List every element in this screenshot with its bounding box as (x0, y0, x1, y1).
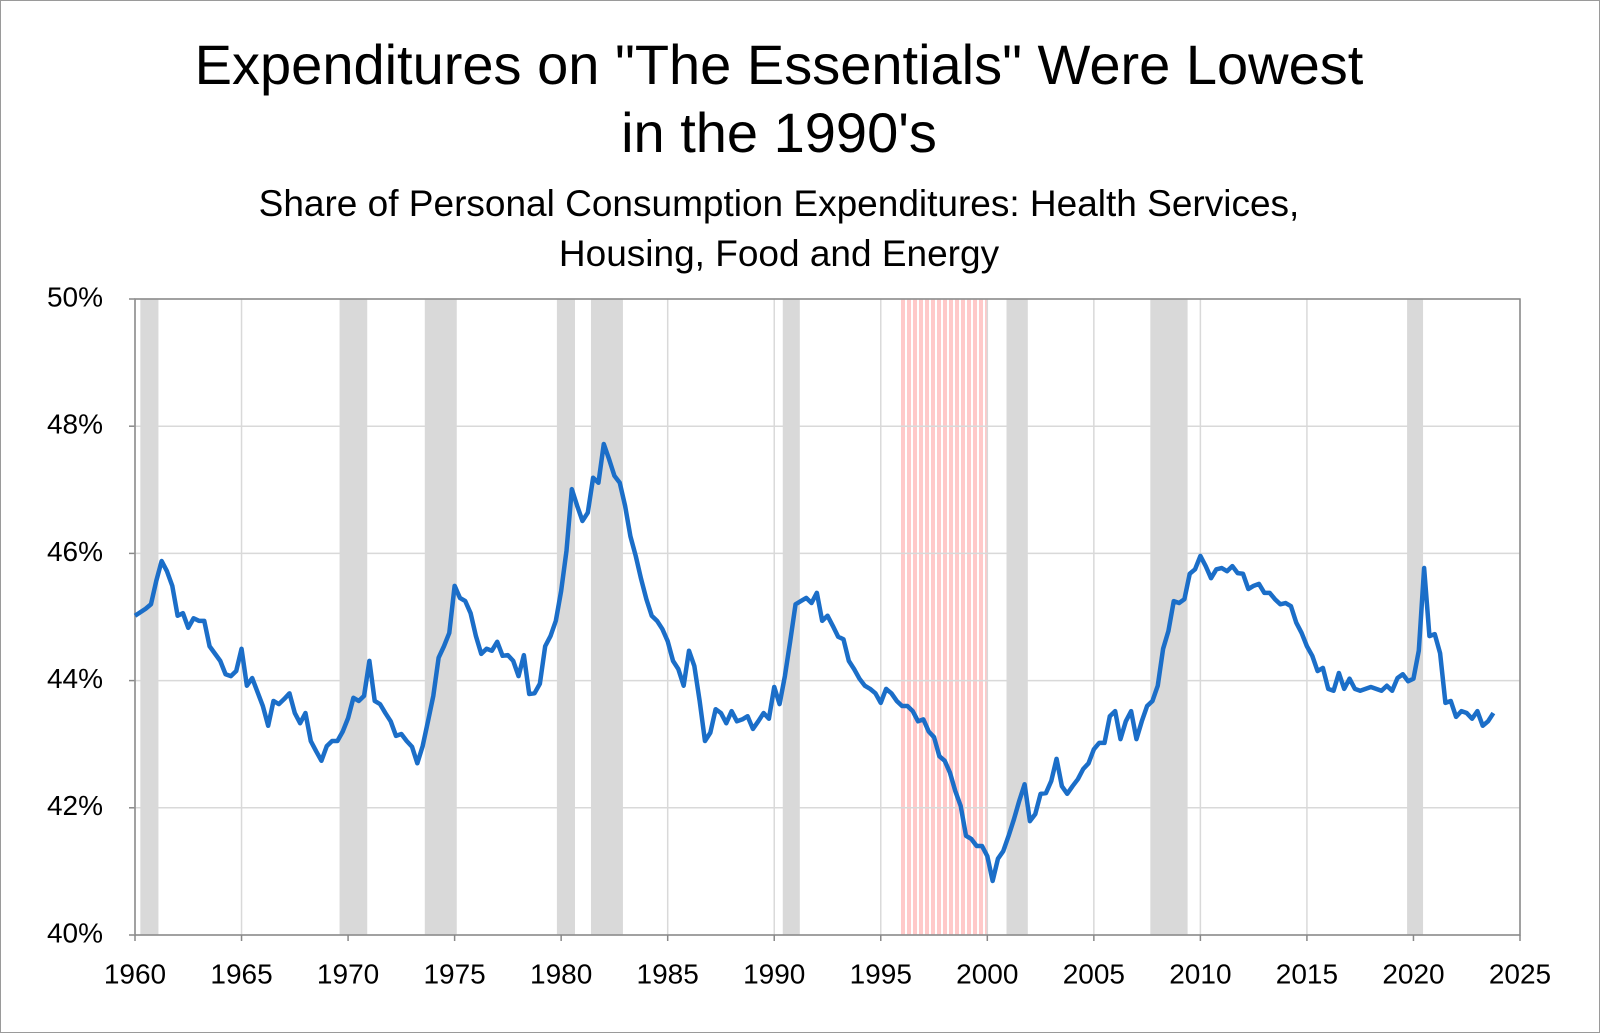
recession-band (556, 299, 576, 935)
x-tick-label: 2020 (1382, 958, 1444, 989)
x-tick-label: 1970 (317, 958, 379, 989)
x-tick-label: 1960 (104, 958, 166, 989)
recession-band (782, 299, 800, 935)
y-tick-label: 40% (47, 917, 103, 948)
recession-band (1407, 299, 1424, 935)
x-tick-label: 2015 (1276, 958, 1338, 989)
recession-band (339, 299, 368, 935)
x-tick-label: 1990 (743, 958, 805, 989)
highlight-band (899, 299, 988, 935)
x-tick-label: 2000 (956, 958, 1018, 989)
y-tick-label: 44% (47, 663, 103, 694)
recession-band (140, 299, 159, 935)
x-tick-label: 1975 (423, 958, 485, 989)
x-tick-label: 1985 (637, 958, 699, 989)
plot-frame (134, 298, 1521, 936)
y-tick-label: 42% (47, 790, 103, 821)
chart-subtitle: Share of Personal Consumption Expenditur… (258, 183, 1300, 274)
y-tick-label: 46% (47, 536, 103, 567)
y-tick-label: 50% (47, 281, 103, 312)
chart-title: Expenditures on "The Essentials" Were Lo… (194, 33, 1364, 164)
x-tick-label: 2005 (1063, 958, 1125, 989)
x-tick-label: 1965 (210, 958, 272, 989)
x-tick-label: 2025 (1489, 958, 1551, 989)
y-tick-label: 48% (47, 409, 103, 440)
x-tick-label: 2010 (1169, 958, 1231, 989)
recession-band (1006, 299, 1028, 935)
data-line (133, 441, 1496, 884)
recession-band (590, 299, 623, 935)
x-tick-label: 1995 (850, 958, 912, 989)
x-tick-label: 1980 (530, 958, 592, 989)
